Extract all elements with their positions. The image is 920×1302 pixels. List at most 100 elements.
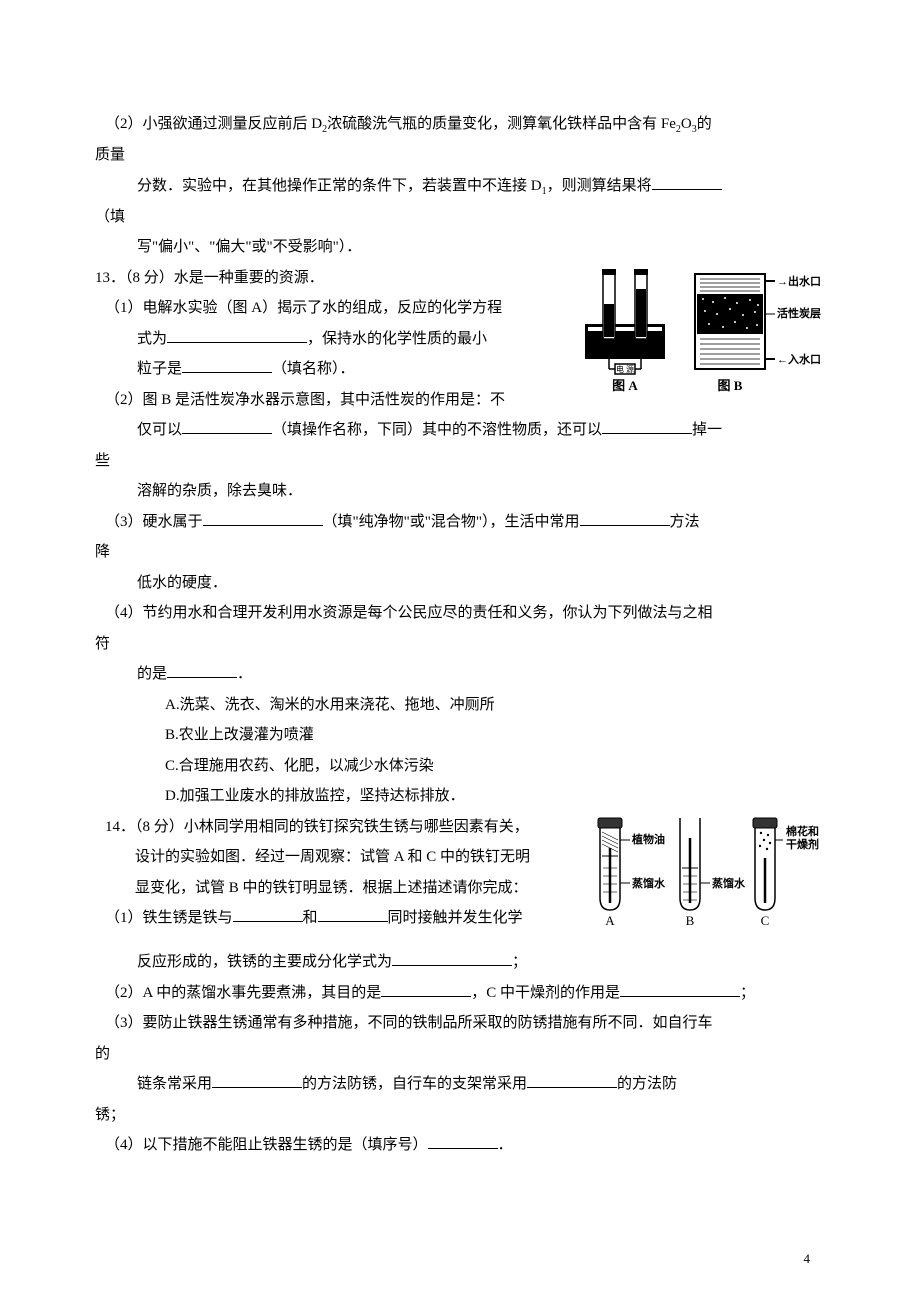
text: 掉一	[692, 422, 722, 438]
q14-p1d: 反应形成的，铁锈的主要成分化学式为 ；	[105, 948, 825, 977]
figB-caption: 图 B	[718, 378, 743, 393]
text: 链条常采用	[137, 1076, 212, 1092]
water-surface	[588, 327, 662, 331]
q14-p3b: 链条常采用 的方法防锈，自行车的支架常采用 的方法防	[105, 1070, 825, 1099]
q13-p4b: 的是 ．	[105, 660, 825, 689]
text: ，保持水的化学性质的最小	[307, 331, 487, 347]
text: ．	[498, 1137, 513, 1153]
text: 和	[303, 910, 318, 926]
q12-mass: 质量	[95, 141, 825, 170]
outlet-label: →出水口	[777, 274, 821, 288]
q13-figures: 电 源 - + 图 A	[575, 264, 825, 405]
C-label: C	[761, 913, 770, 928]
q12-fill: （填	[95, 203, 825, 232]
text: O	[681, 116, 692, 132]
stopperA	[598, 818, 622, 828]
text: 分数．实验中，在其他操作正常的条件下，若装置中不连接 D	[137, 178, 542, 194]
blank	[428, 1134, 498, 1149]
text: （填名称）．	[272, 361, 355, 377]
text: （填操作名称，下同）其中的不溶性物质，还可以	[272, 422, 602, 438]
q13-p2b: 仅可以 （填操作名称，下同）其中的不溶性物质，还可以 掉一	[105, 416, 825, 445]
text: （1）铁生锈是铁与	[105, 910, 233, 926]
cotton-label2: 干燥剂	[786, 837, 819, 851]
oil-label: 植物油	[631, 832, 665, 846]
text: 式为	[137, 331, 167, 347]
blank	[182, 358, 272, 373]
stopperC	[753, 818, 777, 828]
blank	[203, 511, 323, 526]
blank	[381, 982, 471, 997]
blank	[392, 951, 512, 966]
q13-p2e: 溶解的杂质，除去臭味．	[105, 477, 825, 506]
text: ，C 中干燥剂的作用是	[471, 985, 620, 1001]
cap-l	[602, 269, 616, 275]
text: ．	[237, 666, 252, 682]
blank	[318, 907, 388, 922]
text: 的方法防锈，自行车的支架常采用	[302, 1076, 527, 1092]
q14-p3a: （3）要防止铁器生锈通常有多种措施，不同的铁制品所采取的防锈措施有所不同．如自行…	[105, 1009, 825, 1038]
q14-of: 的	[95, 1040, 825, 1069]
waterB-label: 蒸馏水	[712, 876, 746, 890]
blank	[602, 419, 692, 434]
blank	[652, 175, 722, 190]
q14-figure: 植物油 蒸馏水 A 蒸馏水 B	[590, 813, 825, 944]
text: ；	[512, 954, 527, 970]
text: 的	[697, 116, 712, 132]
q13-p3: （3）硬水属于 （填"纯净物"或"混合物"），生活中常用 方法	[105, 508, 825, 537]
inlet-label: ←入水口	[777, 352, 821, 366]
q13-p4a: （4）节约用水和合理开发利用水资源是每个公民应尽的责任和义务，你认为下列做法与之…	[105, 599, 825, 628]
q14-rust: 锈；	[95, 1101, 825, 1130]
liquid-left	[604, 304, 614, 337]
blank	[233, 907, 303, 922]
waterA-label: 蒸馏水	[632, 876, 666, 890]
text: 的方法防	[617, 1076, 677, 1092]
carbon-bg	[697, 294, 763, 334]
text: 反应形成的，铁锈的主要成分化学式为	[137, 954, 392, 970]
q13-optD: D.加强工业废水的排放监控，坚持达标排放．	[105, 782, 825, 811]
text: （2）A 中的蒸馏水事先要煮沸，其目的是	[105, 985, 381, 1001]
blank	[182, 419, 272, 434]
text: （填"纯净物"或"混合物"），生活中常用	[323, 514, 580, 530]
q14-svg: 植物油 蒸馏水 A 蒸馏水 B	[590, 813, 825, 933]
minus: -	[591, 340, 595, 354]
q12-write: 写"偏小"、"偏大"或"不受影响"）．	[105, 233, 825, 262]
blank	[167, 663, 237, 678]
carbon-label: 活性炭层	[777, 306, 821, 320]
text: 的是	[137, 666, 167, 682]
q13-optC: C.合理施用农药、化肥，以减少水体污染	[105, 752, 825, 781]
text: （2）小强欲通过测量反应前后 D	[105, 116, 322, 132]
q13-p3d: 低水的硬度．	[105, 569, 825, 598]
q14-p2: （2）A 中的蒸馏水事先要煮沸，其目的是 ，C 中干燥剂的作用是 ；	[105, 979, 825, 1008]
q13-low: 降	[95, 538, 825, 567]
blank	[167, 328, 307, 343]
cap-r	[634, 269, 648, 275]
figA-caption: 图 A	[612, 378, 638, 393]
liquid-right	[636, 289, 646, 337]
plus: +	[655, 340, 662, 354]
q13-fit: 符	[95, 630, 825, 659]
cotton-label1: 棉花和	[786, 824, 819, 838]
blank	[620, 982, 740, 997]
blank	[580, 511, 670, 526]
text: 同时接触并发生化学	[388, 910, 523, 926]
text: 粒子是	[137, 361, 182, 377]
q13-optA: A.洗菜、洗衣、淘米的水用来浇花、拖地、冲厕所	[105, 691, 825, 720]
q13-some: 些	[95, 447, 825, 476]
blank	[527, 1073, 617, 1088]
power-label: 电 源	[616, 364, 634, 374]
text: （4）以下措施不能阻止铁器生锈的是（填序号）	[105, 1137, 428, 1153]
q12-part2-line1: （2）小强欲通过测量反应前后 D2浓硫酸洗气瓶的质量变化，测算氧化铁样品中含有 …	[105, 110, 825, 139]
q12-frac: 分数．实验中，在其他操作正常的条件下，若装置中不连接 D1，则测算结果将	[105, 172, 825, 201]
text: （3）硬水属于	[105, 514, 203, 530]
text: 浓硫酸洗气瓶的质量变化，测算氧化铁样品中含有 Fe	[327, 116, 676, 132]
text: ，则测算结果将	[547, 178, 652, 194]
B-label: B	[686, 913, 695, 928]
blank	[212, 1073, 302, 1088]
text: ；	[740, 985, 755, 1001]
text: 方法	[670, 514, 700, 530]
q14-p4: （4）以下措施不能阻止铁器生锈的是（填序号） ．	[105, 1131, 825, 1160]
A-label: A	[605, 913, 615, 928]
page-number: 4	[804, 1247, 811, 1272]
q13-optB: B.农业上改漫灌为喷灌	[105, 721, 825, 750]
text: 仅可以	[137, 422, 182, 438]
